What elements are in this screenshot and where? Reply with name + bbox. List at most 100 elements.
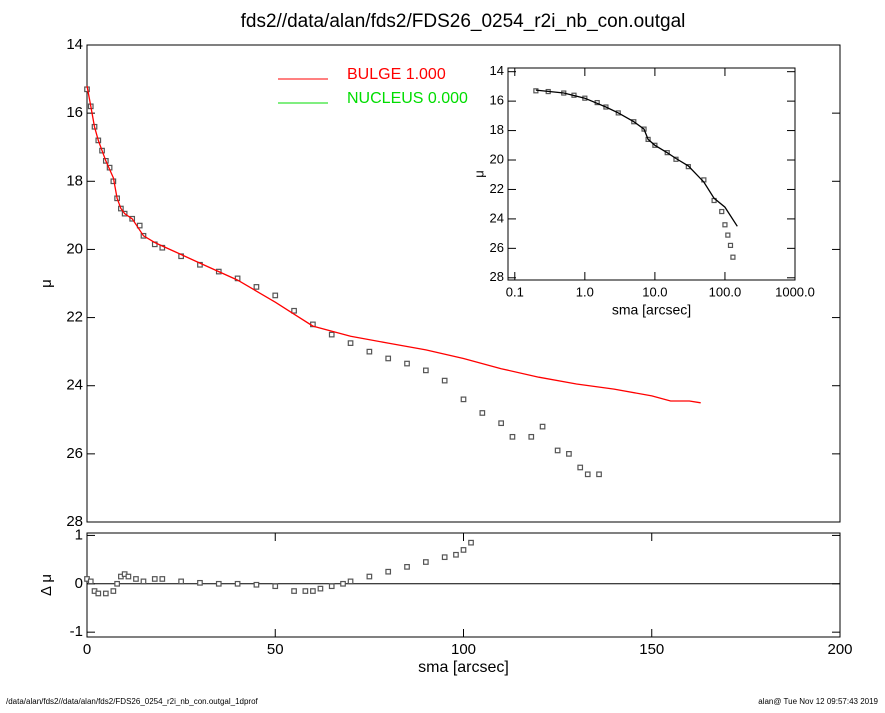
y-axis-label: Δ μ xyxy=(38,574,55,596)
y-tick-label: 20 xyxy=(490,151,504,166)
data-point xyxy=(460,396,467,403)
data-point xyxy=(441,554,448,561)
data-point xyxy=(423,367,429,374)
footer-right: alan@ Tue Nov 12 09:57:43 2019 xyxy=(758,697,878,706)
y-tick-label: 22 xyxy=(490,181,504,196)
data-point xyxy=(722,222,728,228)
x-tick-label: 100.0 xyxy=(709,284,742,299)
data-point xyxy=(730,254,736,260)
data-point xyxy=(453,551,459,558)
x-tick-label: 200 xyxy=(827,641,852,658)
data-point xyxy=(291,588,297,594)
legend-label: NUCLEUS 0.000 xyxy=(347,90,468,107)
data-point xyxy=(140,578,147,585)
data-point xyxy=(528,433,535,440)
data-point xyxy=(404,564,410,570)
data-point xyxy=(404,360,410,367)
data-point xyxy=(539,423,546,430)
data-point xyxy=(291,307,297,314)
data-point xyxy=(114,580,120,587)
y-tick-label: 18 xyxy=(490,122,504,137)
legend-label: BULGE 1.000 xyxy=(347,66,446,83)
chart-title: fds2//data/alan/fds2/FDS26_0254_r2i_nb_c… xyxy=(241,11,686,32)
data-point xyxy=(197,579,203,586)
data-point xyxy=(725,232,731,238)
y-tick-label: 26 xyxy=(66,445,83,462)
x-tick-label: 50 xyxy=(267,641,284,658)
data-point xyxy=(719,208,725,215)
data-point xyxy=(151,576,158,582)
plot-frame xyxy=(86,44,841,523)
data-point xyxy=(577,464,584,471)
y-tick-label: 14 xyxy=(490,63,504,78)
model-line xyxy=(86,85,701,404)
x-tick-label: 100 xyxy=(451,641,476,658)
data-point xyxy=(347,578,354,585)
data-point xyxy=(423,559,429,565)
data-point xyxy=(509,433,516,440)
data-point xyxy=(328,583,335,590)
data-point xyxy=(159,576,166,582)
y-tick-label: 16 xyxy=(490,93,504,108)
y-tick-label: 28 xyxy=(66,513,83,530)
data-point xyxy=(272,292,279,299)
data-point xyxy=(566,451,572,457)
data-point xyxy=(328,331,335,338)
data-point xyxy=(178,578,184,585)
x-tick-label: 1.0 xyxy=(576,284,594,299)
data-point xyxy=(272,583,279,590)
y-tick-label: 24 xyxy=(66,377,83,394)
y-tick-label: 1 xyxy=(75,526,83,543)
data-point xyxy=(460,547,467,553)
data-point xyxy=(253,284,260,290)
data-point xyxy=(253,581,260,588)
data-point xyxy=(468,539,474,546)
y-tick-label: 0 xyxy=(75,575,83,592)
data-point xyxy=(125,573,132,580)
data-point xyxy=(215,580,222,587)
y-tick-label: 26 xyxy=(490,240,504,255)
x-axis-label: sma [arcsec] xyxy=(612,302,691,318)
data-point xyxy=(385,568,392,575)
data-point xyxy=(366,348,373,355)
data-point xyxy=(498,420,504,427)
y-tick-label: 18 xyxy=(66,172,83,189)
data-point xyxy=(441,377,448,384)
y-tick-label: 14 xyxy=(66,36,83,53)
data-point xyxy=(133,576,139,582)
data-point xyxy=(317,585,324,592)
data-point xyxy=(110,588,117,594)
data-point xyxy=(584,471,591,478)
x-tick-label: 1000.0 xyxy=(775,284,815,299)
y-axis-label: μ xyxy=(38,279,55,288)
data-point xyxy=(340,580,346,587)
data-point xyxy=(385,355,392,362)
data-point xyxy=(234,580,241,587)
data-point xyxy=(366,573,373,580)
data-point xyxy=(347,340,354,346)
x-tick-label: 0 xyxy=(83,641,91,658)
data-point xyxy=(554,447,561,454)
data-point xyxy=(87,578,94,585)
x-tick-label: 10.0 xyxy=(642,284,667,299)
y-tick-label: 16 xyxy=(66,104,83,121)
x-tick-label: 0.1 xyxy=(506,284,524,299)
plot-frame xyxy=(507,67,796,281)
y-axis-label: μ xyxy=(471,170,486,178)
y-tick-label: 22 xyxy=(66,309,83,326)
y-tick-label: 24 xyxy=(490,210,504,225)
data-point xyxy=(302,588,309,594)
footer-left: /data/alan/fds2//data/alan/fds2/FDS26_02… xyxy=(6,697,259,706)
data-point xyxy=(95,590,102,597)
x-axis-label: sma [arcsec] xyxy=(418,659,509,676)
data-point xyxy=(727,242,734,249)
data-point xyxy=(479,410,486,416)
data-point xyxy=(596,471,602,478)
y-tick-label: 20 xyxy=(66,240,83,257)
y-tick-label: 28 xyxy=(490,269,504,284)
x-tick-label: 150 xyxy=(639,641,664,658)
model-line xyxy=(535,89,738,227)
data-point xyxy=(310,588,316,594)
data-point xyxy=(102,590,109,597)
